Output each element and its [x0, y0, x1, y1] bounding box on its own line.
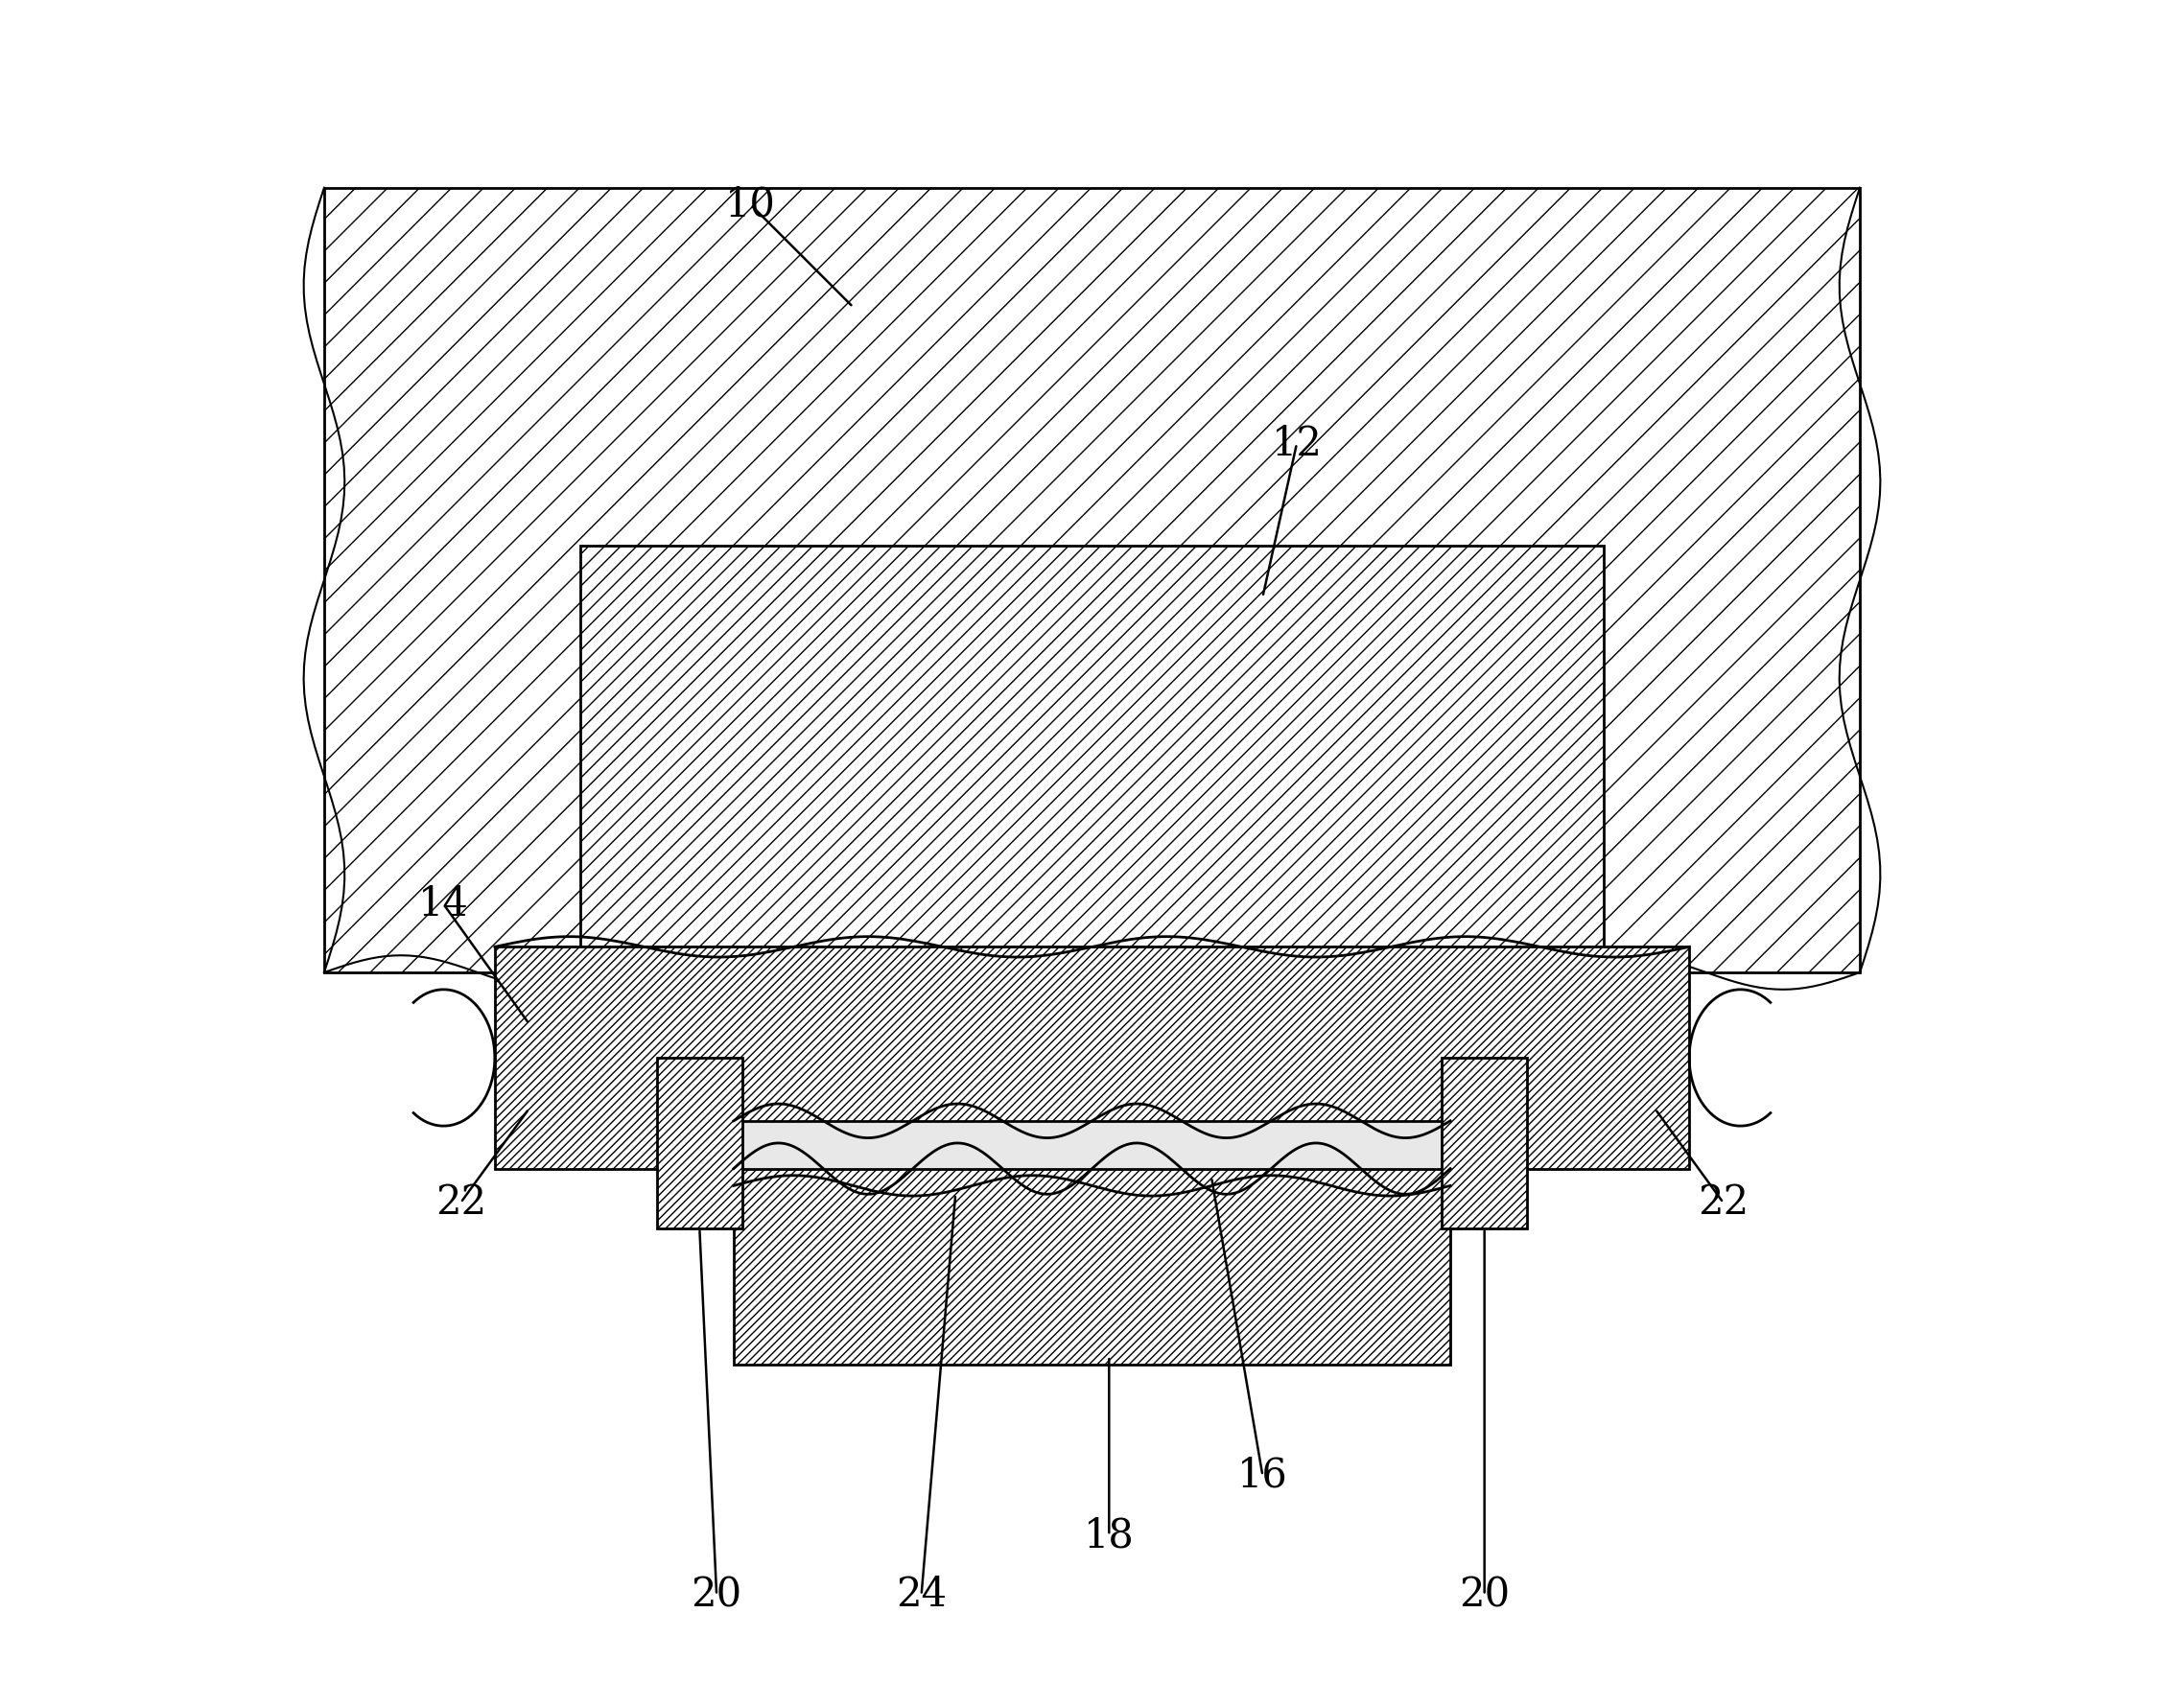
Text: 22: 22	[435, 1182, 487, 1223]
Bar	[657, 1058, 743, 1228]
Bar	[496, 947, 1688, 1169]
Text: 10: 10	[725, 184, 775, 225]
Bar	[581, 546, 1603, 972]
Text: 20: 20	[690, 1575, 743, 1616]
Bar	[1441, 1058, 1527, 1228]
Text: 12: 12	[1271, 423, 1321, 464]
Bar	[323, 188, 1861, 972]
Text: 18: 18	[1083, 1515, 1133, 1556]
Bar	[734, 1121, 1450, 1186]
Bar	[734, 1169, 1450, 1365]
Text: 24: 24	[895, 1575, 948, 1616]
Text: 22: 22	[1697, 1182, 1749, 1223]
Text: 20: 20	[1459, 1575, 1509, 1616]
Text: 16: 16	[1238, 1455, 1289, 1496]
Text: 14: 14	[417, 884, 470, 925]
